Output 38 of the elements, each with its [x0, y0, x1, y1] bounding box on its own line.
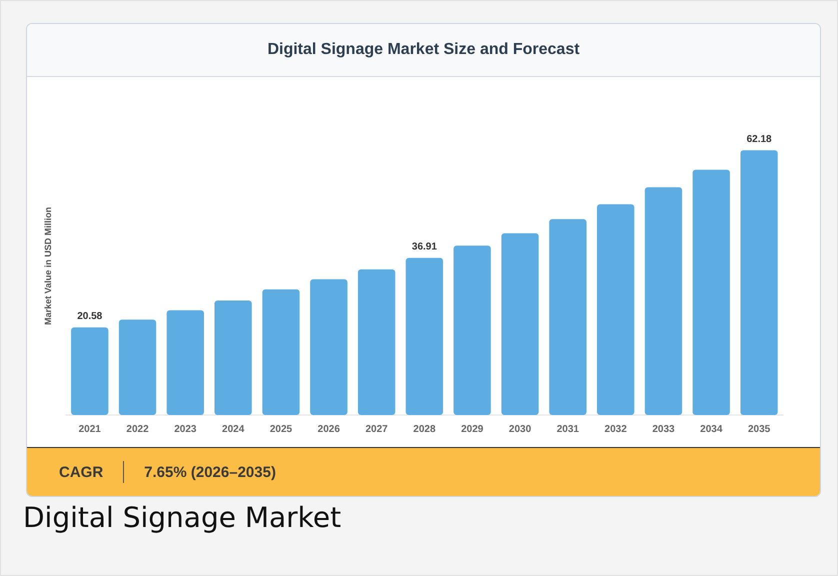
x-tick-label: 2034 — [700, 424, 723, 435]
bar — [692, 170, 730, 415]
x-tick-label: 2030 — [508, 424, 532, 435]
bar — [549, 219, 586, 415]
text: 7.65% (2026–2035) — [144, 464, 276, 480]
bar — [118, 320, 156, 415]
bar — [740, 150, 778, 415]
x-tick-label: 2033 — [652, 424, 676, 435]
x-tick-label: 2032 — [604, 424, 628, 435]
x-tick-label: 2023 — [174, 424, 197, 435]
bar — [358, 269, 396, 415]
bar — [501, 233, 539, 415]
x-tick-label: 2035 — [748, 424, 771, 435]
x-tick-label: 2022 — [126, 424, 150, 435]
chart-title: Digital Signage Market Size and Forecast — [27, 24, 820, 77]
x-tick-label: 2021 — [78, 424, 102, 435]
bar — [214, 300, 252, 415]
text: Digital Signage Market — [23, 501, 342, 534]
x-tick-label: 2028 — [413, 424, 436, 435]
bar — [597, 204, 634, 415]
x-tick-label: 2025 — [270, 424, 293, 435]
x-tick-label: 2024 — [222, 424, 245, 435]
bar — [310, 279, 348, 415]
x-tick-label: 2029 — [461, 424, 484, 435]
data-label: 36.91 — [412, 242, 438, 253]
text: CAGR — [59, 464, 104, 480]
data-label: 20.58 — [77, 311, 103, 322]
x-tick-label: 2026 — [318, 424, 340, 435]
x-tick-label: 2027 — [365, 424, 388, 435]
x-tick-label: 2031 — [556, 424, 580, 435]
bar — [262, 289, 300, 415]
bar — [454, 246, 491, 415]
bar — [644, 187, 682, 415]
bar — [166, 310, 204, 415]
bar — [406, 258, 444, 415]
y-axis-title: Market Value in USD Million — [42, 206, 53, 326]
bar — [71, 327, 108, 415]
data-label: 62.18 — [746, 134, 772, 146]
